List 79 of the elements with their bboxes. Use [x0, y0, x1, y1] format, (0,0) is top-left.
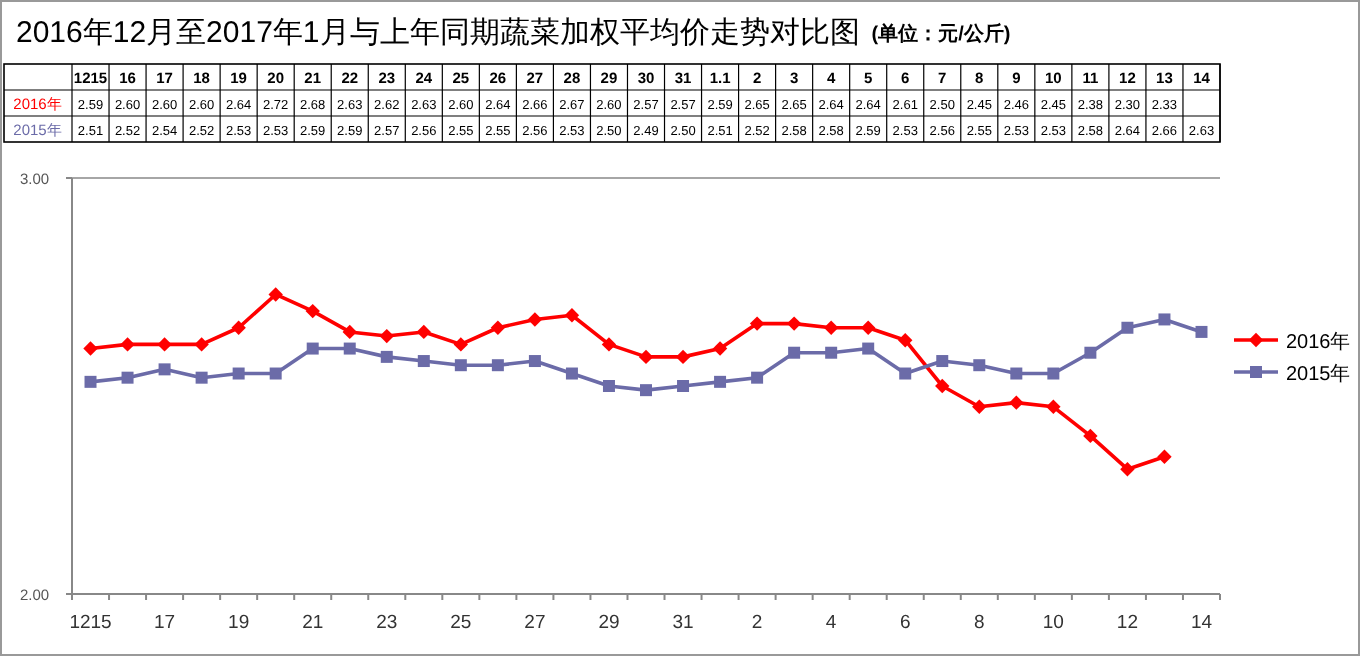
point [84, 375, 97, 388]
point [973, 359, 986, 372]
category-label: 19 [228, 612, 250, 634]
point [120, 337, 135, 352]
point [454, 359, 467, 372]
point [158, 363, 171, 376]
point [380, 350, 393, 363]
point [675, 349, 691, 365]
point [1195, 325, 1208, 338]
point [1084, 346, 1097, 359]
point [899, 367, 912, 380]
point [268, 287, 283, 302]
point [602, 380, 615, 392]
point [825, 346, 838, 359]
legend-label: 2016年 [1286, 330, 1351, 354]
point [677, 380, 690, 392]
category-label: 1215 [69, 612, 112, 634]
category-label: 10 [1042, 612, 1064, 634]
point [83, 341, 98, 356]
point [1047, 367, 1060, 380]
category-label: 31 [672, 612, 694, 634]
point [1010, 367, 1023, 380]
category-label: 27 [524, 612, 546, 634]
point [751, 371, 764, 384]
point [342, 324, 357, 340]
point [601, 337, 617, 352]
point [1120, 462, 1135, 477]
point [860, 320, 876, 335]
point [269, 367, 282, 380]
point [490, 320, 506, 335]
point [972, 399, 987, 414]
point [231, 320, 246, 335]
point [564, 308, 580, 323]
category-label: 25 [450, 612, 472, 634]
point [935, 378, 950, 394]
point [416, 324, 432, 340]
point [565, 367, 578, 380]
category-label: 17 [154, 612, 176, 634]
category-label: 8 [973, 612, 985, 634]
point [786, 316, 802, 331]
point [379, 328, 394, 344]
point [195, 371, 208, 384]
point [527, 312, 543, 327]
category-label: 12 [1116, 612, 1138, 634]
point [862, 342, 875, 355]
point [1083, 428, 1098, 444]
category-label: 14 [1190, 612, 1213, 634]
point [936, 355, 949, 368]
point [1158, 313, 1171, 326]
point [714, 375, 727, 388]
point [823, 320, 839, 335]
point [1009, 395, 1024, 410]
category-label: 6 [899, 612, 911, 634]
point [1157, 449, 1172, 464]
point [194, 337, 209, 352]
point [712, 341, 728, 356]
point [638, 349, 654, 365]
legend-label: 2015年 [1286, 362, 1351, 386]
category-label: 29 [598, 612, 620, 634]
point [640, 384, 652, 397]
point [157, 337, 172, 352]
point [453, 337, 469, 352]
point [306, 342, 319, 355]
point [528, 355, 541, 368]
category-label: 21 [302, 612, 324, 634]
point [491, 359, 504, 372]
chart-subtitle: (单位：元/公斤) [871, 22, 1011, 46]
point [1046, 399, 1061, 414]
point [1121, 321, 1134, 334]
point [232, 367, 245, 380]
point [121, 371, 134, 384]
point [749, 316, 765, 331]
category-label: 23 [376, 612, 398, 634]
chart-title: 2016年12月至2017年1月与上年同期蔬菜加权平均价走势对比图 [16, 16, 860, 50]
point [417, 355, 430, 368]
point [343, 342, 356, 355]
point [788, 346, 801, 359]
point [898, 333, 913, 348]
point [305, 303, 320, 319]
